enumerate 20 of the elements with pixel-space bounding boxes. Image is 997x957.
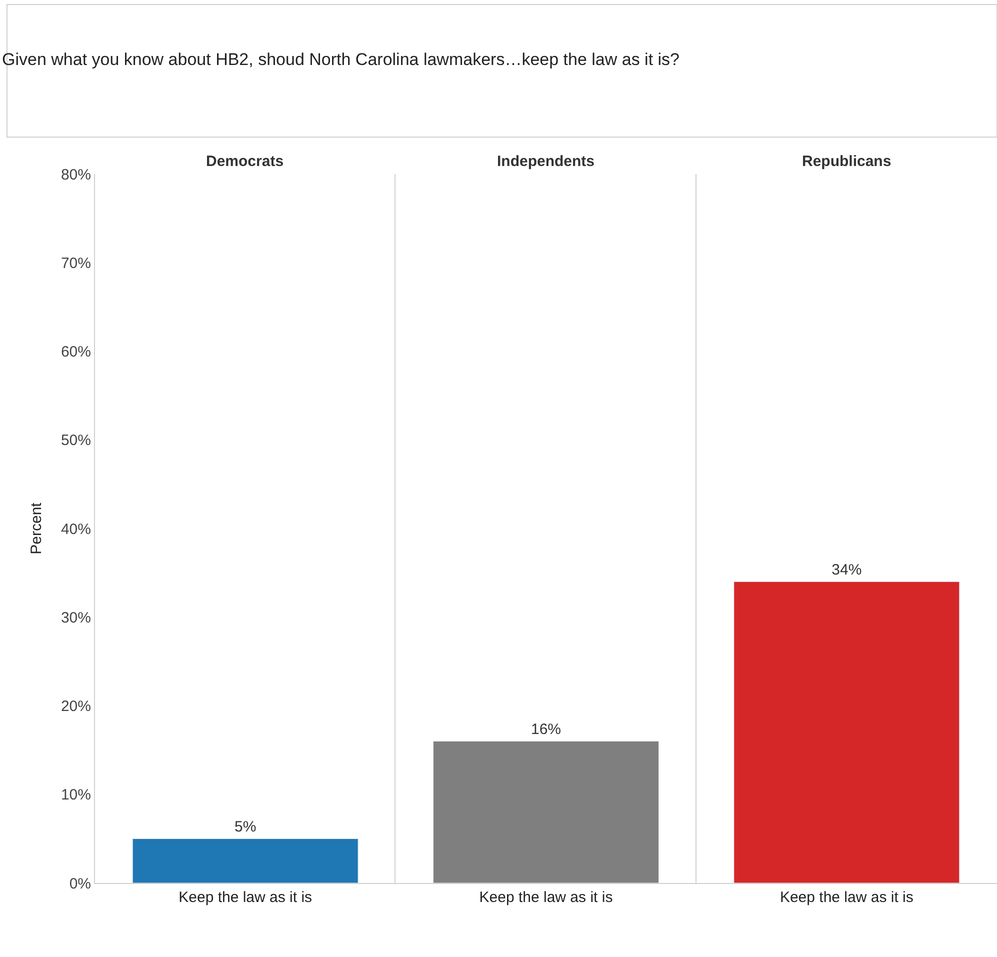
- chart-title: Democrats: [206, 153, 284, 170]
- y-tick-label: 70%: [60, 254, 91, 272]
- x-tick-label: Keep the law as it is: [178, 889, 312, 906]
- y-tick-label: 40%: [60, 520, 91, 538]
- y-tick-label: 0%: [69, 875, 91, 892]
- text: Given what you know about HB2, shoud North Carolina lawmakers…keep the law as it is?: [2, 50, 680, 69]
- data-label: 16%: [530, 721, 562, 738]
- data-label: 5%: [234, 818, 256, 836]
- chart-title: Independents: [497, 153, 595, 170]
- y-tick-label: 10%: [60, 786, 91, 804]
- y-tick-label: 80%: [60, 166, 91, 184]
- y-tick-label: 30%: [60, 609, 91, 626]
- y-axis-title: Percent: [28, 502, 46, 554]
- y-tick-label: 50%: [60, 432, 91, 450]
- y-tick-label: 20%: [60, 698, 91, 715]
- data-label: 34%: [832, 562, 862, 579]
- y-tick-label: 60%: [60, 344, 91, 360]
- chart-title: Republicans: [802, 153, 892, 170]
- x-tick-label: Keep the law as it is: [479, 889, 613, 906]
- x-tick-label: Keep the law as it is: [780, 889, 914, 906]
